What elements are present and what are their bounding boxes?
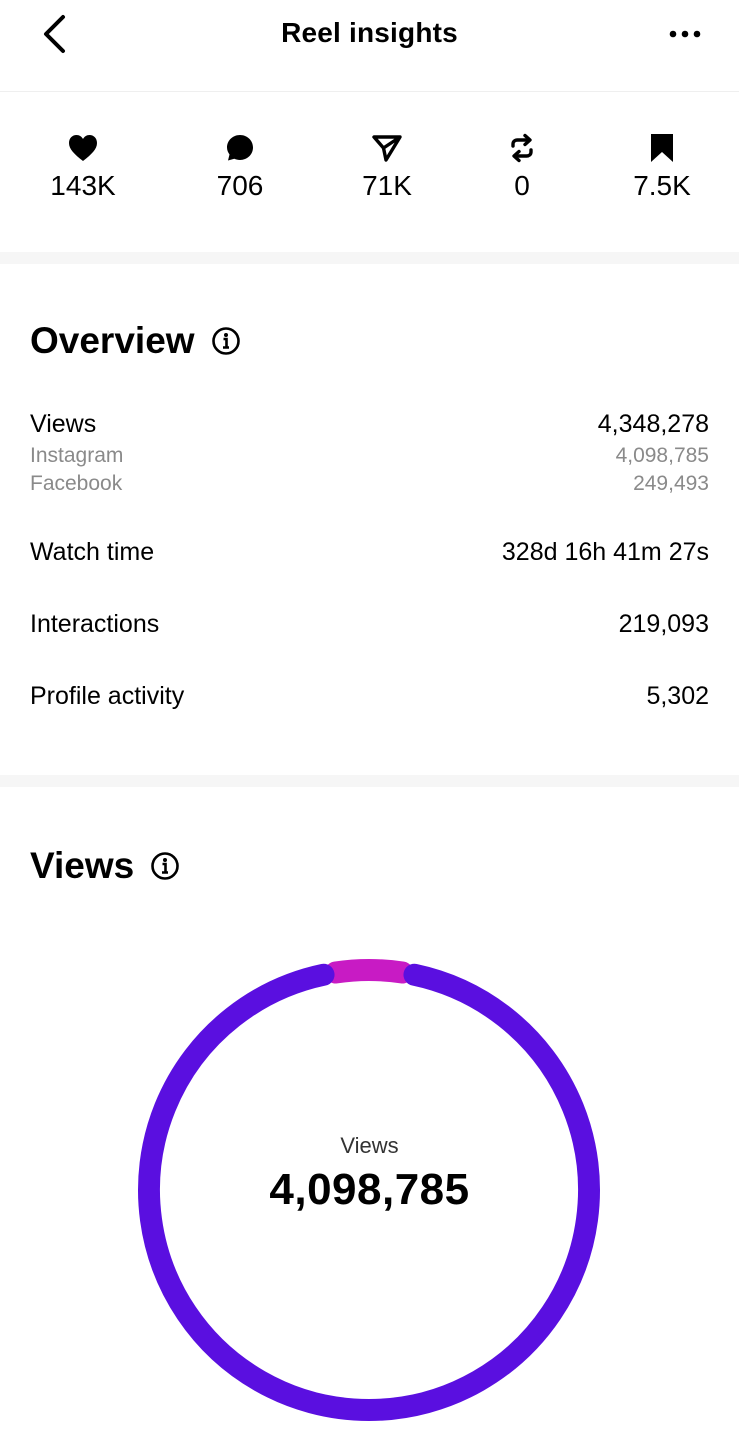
profile-activity-label: Profile activity (30, 682, 185, 710)
repost-icon (511, 133, 533, 163)
shares-count: 71K (362, 170, 412, 201)
saves-count: 7.5K (633, 170, 691, 201)
overview-header: Overview (30, 320, 241, 362)
more-options-button[interactable] (661, 12, 709, 56)
section-divider (0, 775, 739, 787)
interactions-row[interactable]: Interactions 219,093 (30, 610, 709, 639)
heart-icon (69, 135, 97, 161)
metric-reposts: 0 (462, 132, 582, 202)
views-section-title: Views (30, 845, 135, 886)
views-info-button[interactable] (150, 851, 180, 881)
donut-segment-instagram (138, 963, 600, 1421)
chevron-left-icon (44, 15, 65, 53)
donut-segment-facebook (324, 959, 414, 984)
watch-time-label: Watch time (30, 538, 155, 566)
interactions-value: 219,093 (618, 610, 709, 638)
donut-center-value: 4,098,785 (269, 1165, 470, 1214)
watch-time-row: Watch time 328d 16h 41m 27s (30, 538, 709, 567)
page-title: Reel insights (281, 17, 458, 48)
views-value: 4,348,278 (597, 410, 709, 438)
more-horizontal-icon (669, 30, 701, 38)
share-icon (372, 135, 402, 162)
overview-title: Overview (30, 320, 195, 361)
info-icon (151, 852, 180, 880)
instagram-row: Instagram 4,098,785 (30, 444, 709, 468)
views-row: Views 4,348,278 (30, 410, 709, 439)
views-header: Views (30, 845, 180, 887)
instagram-value: 4,098,785 (615, 444, 709, 467)
reposts-count: 0 (514, 170, 530, 201)
profile-activity-row[interactable]: Profile activity 5,302 (30, 682, 709, 711)
views-donut-chart (138, 959, 600, 1421)
comments-count: 706 (216, 170, 264, 201)
facebook-value: 249,493 (633, 472, 709, 495)
engagement-metrics: 143K 706 71K (0, 92, 739, 252)
overview-info-button[interactable] (211, 326, 241, 356)
facebook-label: Facebook (30, 472, 123, 495)
top-bar: Reel insights (0, 0, 739, 92)
profile-activity-value: 5,302 (646, 682, 709, 710)
likes-count: 143K (50, 170, 116, 201)
facebook-row: Facebook 249,493 (30, 472, 709, 496)
section-divider (0, 252, 739, 264)
metric-likes: 143K (23, 132, 143, 202)
bookmark-icon (651, 134, 673, 162)
comment-icon (227, 135, 253, 161)
interactions-label: Interactions (30, 610, 160, 638)
instagram-label: Instagram (30, 444, 124, 467)
metric-shares: 71K (327, 132, 447, 202)
back-button[interactable] (30, 10, 78, 58)
views-label: Views (30, 410, 97, 438)
info-icon (211, 327, 240, 355)
donut-center-label: Views (340, 1133, 399, 1158)
watch-time-value: 328d 16h 41m 27s (501, 538, 709, 566)
metric-saves: 7.5K (602, 132, 722, 202)
metric-comments: 706 (180, 132, 300, 202)
